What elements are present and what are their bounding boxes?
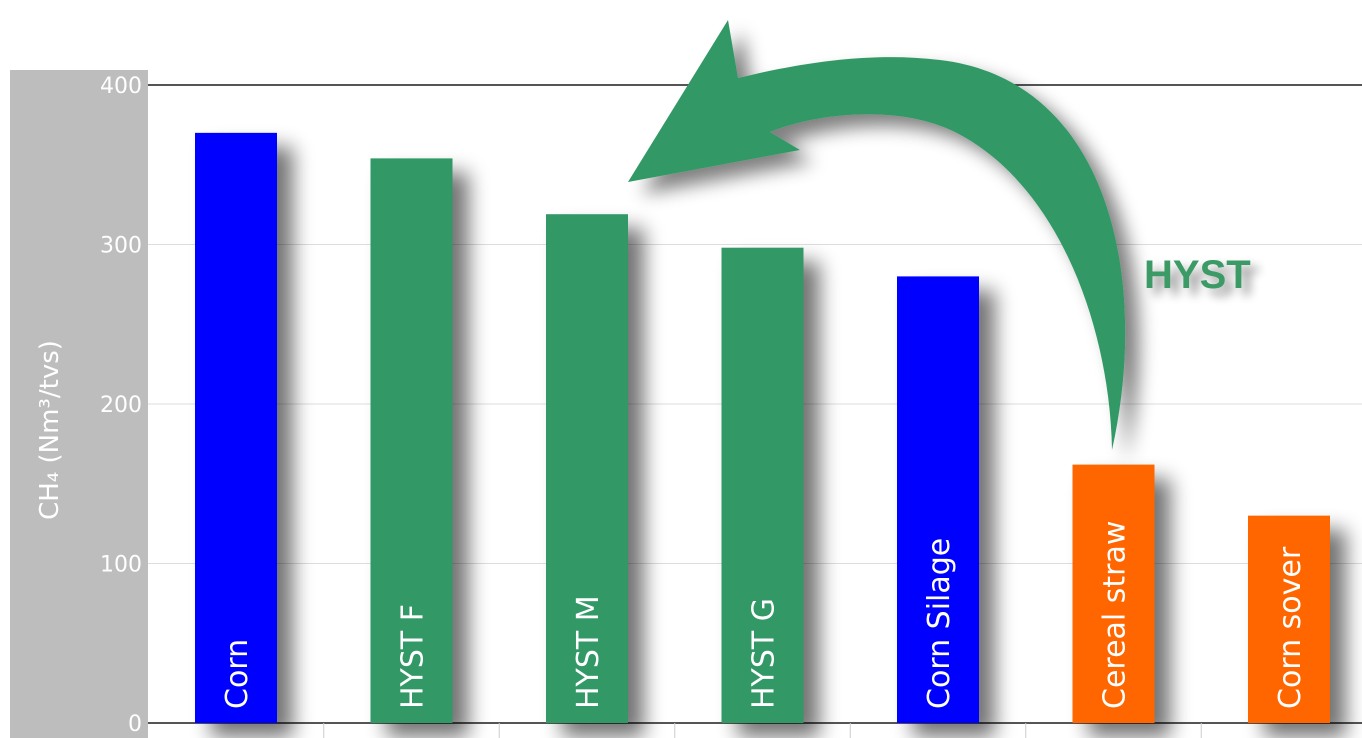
y-tick-label: 300	[100, 234, 142, 259]
curved-arrow-icon	[628, 20, 1126, 450]
bar-label: Cereal straw	[1098, 521, 1133, 709]
y-tick-label: 400	[100, 74, 142, 99]
bar-hyst-f	[370, 158, 453, 723]
bar-cereal-straw	[1072, 464, 1155, 723]
bar-hyst-m	[546, 214, 628, 723]
bar-corn-silage	[897, 276, 979, 723]
y-tick-label: 200	[100, 393, 142, 418]
hyst-annotation: HYST	[1144, 253, 1251, 297]
bar-label: HYST G	[747, 598, 782, 709]
y-tick-label: 0	[128, 712, 142, 737]
bar-corn-sover	[1248, 515, 1330, 723]
bar-corn	[195, 132, 277, 724]
y-axis-label: CH₄ (Nm³/tvs)	[35, 340, 65, 520]
y-axis-band	[10, 70, 148, 738]
y-tick-labels: 0 100 200 300 400	[100, 74, 142, 737]
y-tick-label: 100	[100, 553, 142, 578]
bar-label: HYST M	[571, 595, 606, 709]
bar-hyst-g	[721, 247, 804, 723]
bar-label: Corn	[220, 639, 255, 709]
bar-label: HYST F	[396, 604, 431, 709]
bar-label: Corn sover	[1273, 546, 1308, 709]
bars: Corn HYST F HYST M HYST G Corn Silage Cereal …	[195, 132, 1330, 724]
bar-label: Corn Silage	[922, 538, 957, 709]
